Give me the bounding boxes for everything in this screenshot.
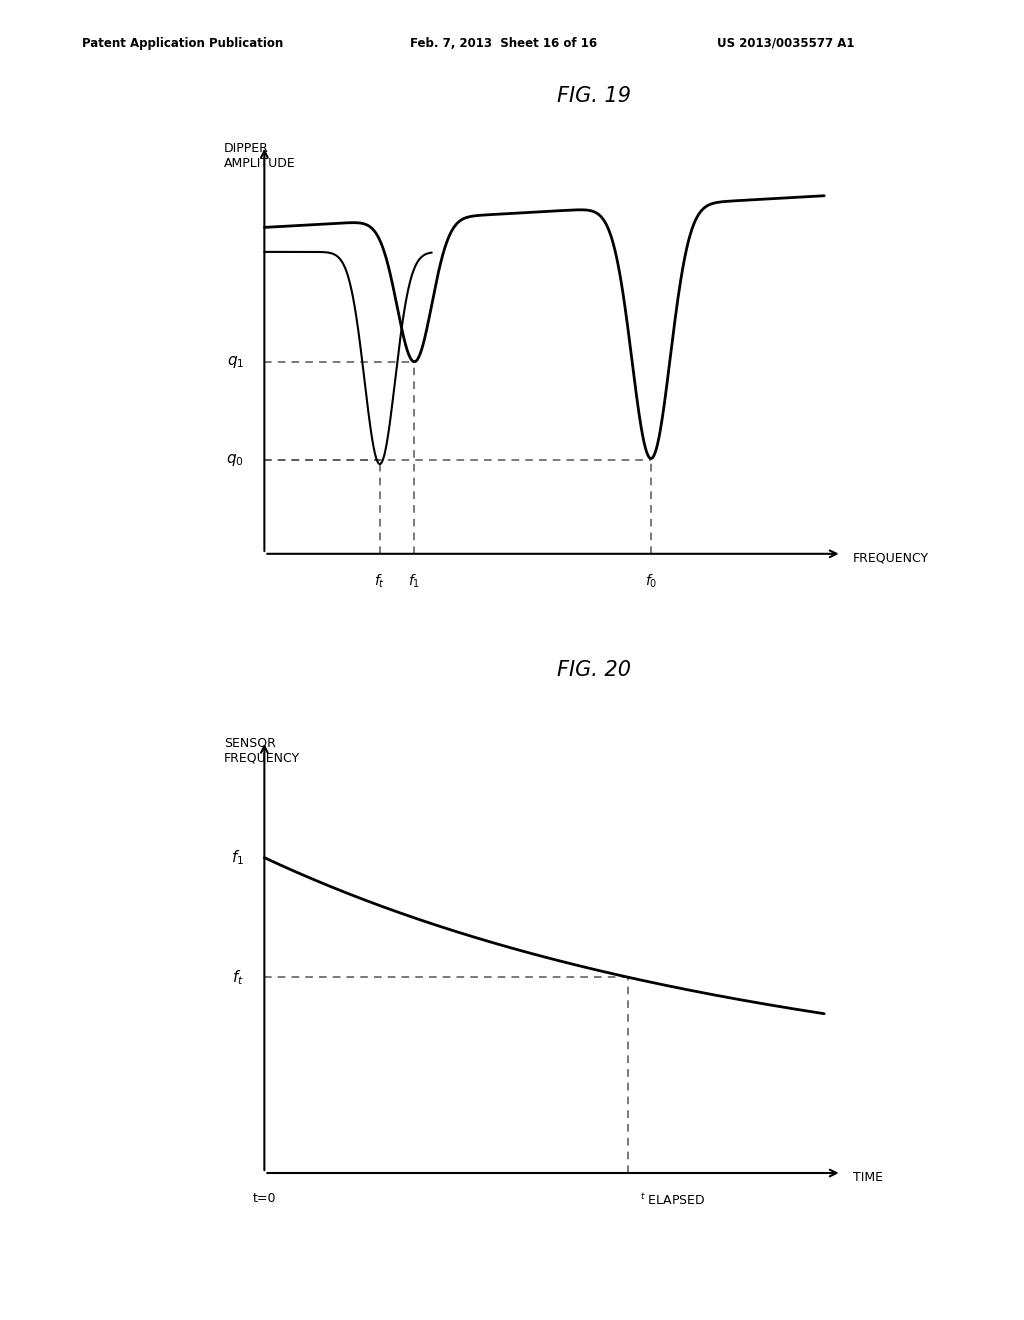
Text: $f_t$: $f_t$ — [375, 572, 385, 590]
Text: $q_1$: $q_1$ — [226, 354, 244, 370]
Text: FIG. 19: FIG. 19 — [557, 86, 631, 106]
Text: US 2013/0035577 A1: US 2013/0035577 A1 — [717, 37, 854, 50]
Text: SENSOR
FREQUENCY: SENSOR FREQUENCY — [224, 737, 300, 764]
Text: $f_t$: $f_t$ — [232, 968, 244, 986]
Text: Patent Application Publication: Patent Application Publication — [82, 37, 284, 50]
Text: $f_1$: $f_1$ — [409, 572, 421, 590]
Text: $q_0$: $q_0$ — [226, 451, 244, 469]
Text: t=0: t=0 — [253, 1192, 276, 1205]
Text: TIME: TIME — [853, 1171, 883, 1184]
Text: FREQUENCY: FREQUENCY — [853, 552, 929, 565]
Text: $f_1$: $f_1$ — [231, 849, 244, 867]
Text: $f_0$: $f_0$ — [645, 572, 657, 590]
Text: DIPPER
AMPLITUDE: DIPPER AMPLITUDE — [224, 141, 296, 170]
Text: FIG. 20: FIG. 20 — [557, 660, 631, 680]
Text: Feb. 7, 2013  Sheet 16 of 16: Feb. 7, 2013 Sheet 16 of 16 — [410, 37, 597, 50]
Text: $^t$ ELAPSED: $^t$ ELAPSED — [640, 1192, 706, 1208]
